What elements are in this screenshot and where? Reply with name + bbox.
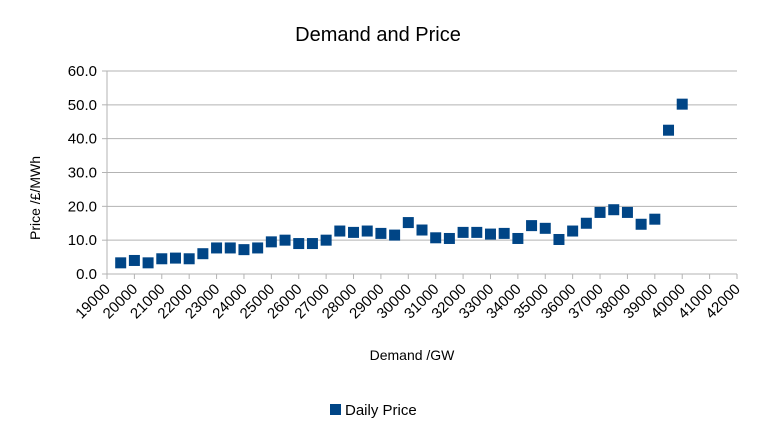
data-point <box>224 242 236 254</box>
data-point <box>128 254 140 266</box>
data-point <box>443 232 455 244</box>
data-point <box>252 242 264 254</box>
y-tick-label: 20.0 <box>68 198 97 215</box>
y-tick-label: 0.0 <box>76 266 97 283</box>
legend-label: Daily Price <box>345 402 417 419</box>
y-tick-label: 10.0 <box>68 232 97 249</box>
data-point <box>142 257 154 269</box>
data-point <box>539 222 551 234</box>
data-point <box>348 226 360 238</box>
data-point <box>238 244 250 256</box>
data-point <box>608 204 620 216</box>
y-tick-label: 40.0 <box>68 131 97 148</box>
data-point <box>265 236 277 248</box>
data-point <box>649 213 661 225</box>
y-tick-label: 50.0 <box>68 97 97 114</box>
data-point <box>183 253 195 265</box>
data-point <box>320 234 332 246</box>
data-point <box>361 225 373 237</box>
data-point <box>389 229 401 241</box>
data-point <box>169 252 181 264</box>
legend: Daily Price <box>330 402 417 419</box>
data-point <box>334 225 346 237</box>
data-point <box>156 253 168 265</box>
data-point <box>635 218 647 230</box>
data-points <box>115 98 688 269</box>
data-point <box>621 206 633 218</box>
legend-swatch <box>330 404 341 415</box>
data-point <box>375 227 387 239</box>
data-point <box>115 257 127 269</box>
x-axis-label: Demand /GW <box>370 347 456 363</box>
data-point <box>663 124 675 136</box>
data-point <box>580 217 592 229</box>
data-point <box>484 228 496 240</box>
data-point <box>512 232 524 244</box>
data-point <box>567 225 579 237</box>
x-tick-labels: 1900020000210002200023000240002500026000… <box>72 274 744 322</box>
data-point <box>197 248 209 260</box>
data-point <box>279 234 291 246</box>
chart-title: Demand and Price <box>295 24 461 46</box>
data-point <box>498 227 510 239</box>
data-point <box>594 206 606 218</box>
data-point <box>676 98 688 110</box>
y-axis-label: Price /£/MWh <box>27 156 43 240</box>
data-point <box>306 238 318 250</box>
data-point <box>293 238 305 250</box>
data-point <box>402 217 414 229</box>
y-tick-label: 30.0 <box>68 165 97 182</box>
data-point <box>457 226 469 238</box>
y-tick-label: 60.0 <box>68 63 97 80</box>
data-point <box>211 242 223 254</box>
data-point <box>553 233 565 245</box>
data-point <box>526 220 538 232</box>
data-point <box>471 226 483 238</box>
y-tick-labels: 0.0 10.0 20.0 30.0 40.0 50.0 60.0 <box>68 63 107 283</box>
data-point <box>430 232 442 244</box>
data-point <box>416 224 428 236</box>
grid-lines <box>107 70 737 275</box>
